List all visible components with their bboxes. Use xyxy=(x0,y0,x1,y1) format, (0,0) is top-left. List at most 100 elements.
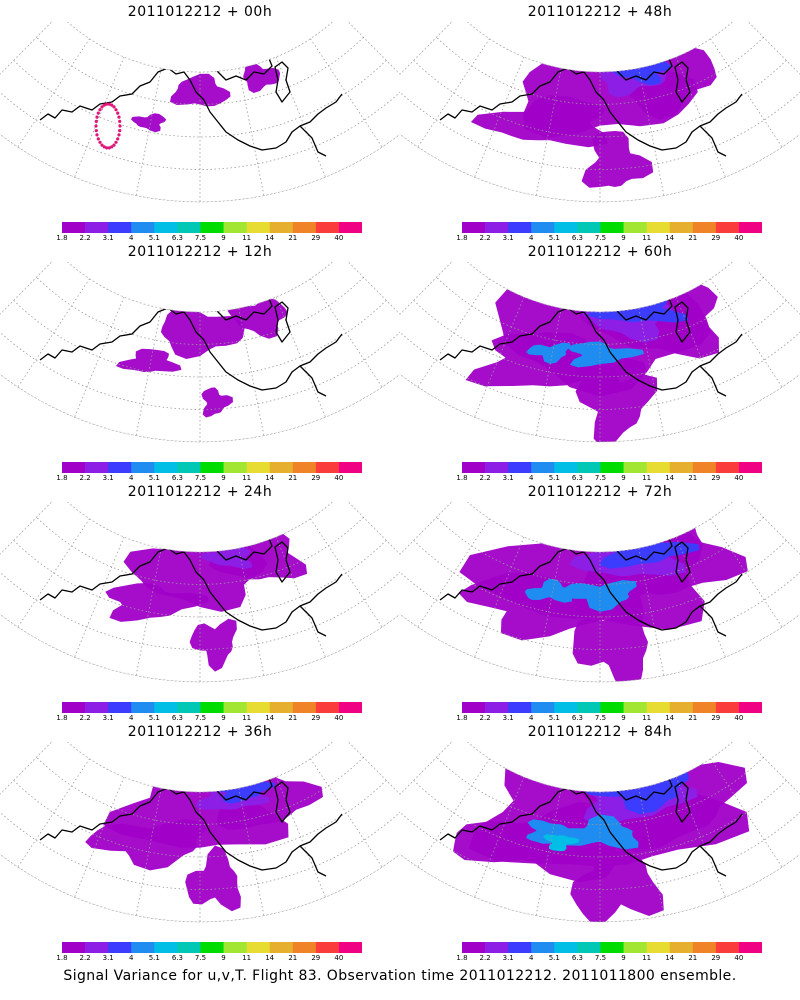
colorbar-tick-label: 29 xyxy=(311,234,321,242)
colorbar-tick-label: 14 xyxy=(665,714,675,722)
colorbar-tick-label: 2.2 xyxy=(79,954,91,962)
colorbar-swatch xyxy=(292,702,317,713)
colorbar-swatch xyxy=(646,942,671,953)
colorbar-swatch xyxy=(246,462,271,473)
colorbar-tick-label: 3.1 xyxy=(102,954,114,962)
colorbar-swatch xyxy=(715,942,740,953)
colorbar-swatch xyxy=(623,462,648,473)
colorbar-tick-label: 14 xyxy=(265,714,275,722)
colorbar-swatch xyxy=(62,942,86,953)
colorbar-labels: 1.8 2.2 3.1 4 5.1 6.3 7.5 9 11 14 21 29 40 xyxy=(456,954,762,964)
colorbar-swatch xyxy=(131,222,155,233)
colorbar-swatch xyxy=(738,702,762,713)
colorbar-tick-label: 40 xyxy=(334,474,344,482)
colorbar-tick-label: 4 xyxy=(128,234,134,242)
colorbar-tick-label: 29 xyxy=(311,714,321,722)
colorbar-swatch xyxy=(338,222,362,233)
variance-field xyxy=(458,509,748,683)
colorbar-swatch xyxy=(554,462,578,473)
colorbar-swatch xyxy=(462,222,486,233)
colorbar-swatch xyxy=(462,702,486,713)
colorbar-tick-label: 7.5 xyxy=(194,474,207,482)
colorbar-tick-label: 29 xyxy=(311,954,321,962)
colorbar-tick-label: 5.1 xyxy=(148,234,160,242)
colorbar-labels: 1.8 2.2 3.1 4 5.1 6.3 7.5 9 11 14 21 29 40 xyxy=(56,474,362,484)
colorbar-tick-label: 11 xyxy=(642,474,652,482)
map-panel: 2011012212 + 84h 1.8 2.2 3.1 4 5.1 6.3 7.5 9 11 14… xyxy=(400,720,800,962)
colorbar-tick-label: 14 xyxy=(665,474,675,482)
colorbar-tick-label: 21 xyxy=(288,954,298,962)
colorbar-tick-label: 3.1 xyxy=(502,714,514,722)
colorbar-tick-label: 5.1 xyxy=(148,714,160,722)
colorbar-tick-label: 21 xyxy=(288,234,298,242)
colorbar-tick-label: 5.1 xyxy=(148,954,160,962)
colorbar-swatch xyxy=(485,942,509,953)
colorbar-swatch xyxy=(577,942,601,953)
colorbar-swatch xyxy=(223,222,248,233)
colorbar-swatch xyxy=(508,702,532,713)
colorbar-tick-label: 14 xyxy=(265,474,275,482)
colorbar-swatch xyxy=(177,222,201,233)
colorbar-labels: 1.8 2.2 3.1 4 5.1 6.3 7.5 9 11 14 21 29 40 xyxy=(56,714,362,724)
colorbar-swatch xyxy=(177,942,201,953)
colorbar-swatch xyxy=(738,942,762,953)
colorbar-tick-label: 6.3 xyxy=(171,474,183,482)
variance-field xyxy=(115,298,288,418)
colorbar-swatch xyxy=(200,462,225,473)
colorbar-tick-label: 3.1 xyxy=(502,234,514,242)
colorbar-swatch xyxy=(292,462,317,473)
colorbar-swatch xyxy=(154,942,178,953)
colorbar-swatch xyxy=(246,222,271,233)
colorbar-labels: 1.8 2.2 3.1 4 5.1 6.3 7.5 9 11 14 21 29 40 xyxy=(56,234,362,244)
colorbar-tick-label: 5.1 xyxy=(148,474,160,482)
colorbar-swatch xyxy=(600,462,625,473)
colorbar-swatch xyxy=(223,462,248,473)
colorbar-tick-label: 11 xyxy=(242,714,252,722)
colorbar-swatch xyxy=(269,942,294,953)
colorbar-tick-label: 3.1 xyxy=(102,234,114,242)
panel-title: 2011012212 + 24h xyxy=(127,484,273,500)
colorbar-swatch xyxy=(269,702,294,713)
colorbar-tick-label: 29 xyxy=(711,234,721,242)
colorbar-swatch xyxy=(485,462,509,473)
colorbar-swatch xyxy=(554,222,578,233)
colorbar-tick-label: 3.1 xyxy=(502,954,514,962)
colorbar-swatch xyxy=(108,462,132,473)
colorbar-swatch xyxy=(108,942,132,953)
colorbar-tick-label: 14 xyxy=(665,234,675,242)
colorbar-swatch xyxy=(315,702,340,713)
colorbar-swatch xyxy=(531,462,555,473)
colorbar-swatch xyxy=(508,462,532,473)
colorbar-tick-label: 6.3 xyxy=(571,474,583,482)
colorbar-swatch xyxy=(338,702,362,713)
colorbar-tick-label: 6.3 xyxy=(571,954,583,962)
colorbar-tick-label: 7.5 xyxy=(594,714,607,722)
colorbar xyxy=(462,222,762,233)
colorbar-tick-label: 11 xyxy=(242,474,252,482)
map-panel: 2011012212 + 60h 1.8 2.2 3.1 4 5.1 6.3 7.5 9 11 14… xyxy=(400,240,800,482)
colorbar xyxy=(62,702,362,713)
variance-field xyxy=(130,62,281,133)
panel-title: 2011012212 + 00h xyxy=(127,4,273,20)
colorbar-swatch xyxy=(200,702,225,713)
colorbar-tick-label: 40 xyxy=(734,714,744,722)
colorbar-tick-label: 3.1 xyxy=(502,474,514,482)
colorbar-tick-label: 6.3 xyxy=(571,714,583,722)
colorbar-swatch xyxy=(462,942,486,953)
graticule xyxy=(0,502,400,683)
colorbar-swatch xyxy=(177,702,201,713)
colorbar-tick-label: 6.3 xyxy=(171,714,183,722)
colorbar-swatch xyxy=(315,942,340,953)
colorbar-swatch xyxy=(108,222,132,233)
colorbar-swatch xyxy=(738,222,762,233)
colorbar xyxy=(62,942,362,953)
colorbar-swatch xyxy=(600,942,625,953)
colorbar-swatch xyxy=(508,942,532,953)
colorbar-tick-label: 21 xyxy=(288,474,298,482)
colorbar-swatch xyxy=(692,222,717,233)
colorbar-tick-label: 6.3 xyxy=(571,234,583,242)
colorbar-swatch xyxy=(508,222,532,233)
colorbar-swatch xyxy=(715,702,740,713)
colorbar-tick-label: 40 xyxy=(734,954,744,962)
coastline xyxy=(439,289,743,397)
